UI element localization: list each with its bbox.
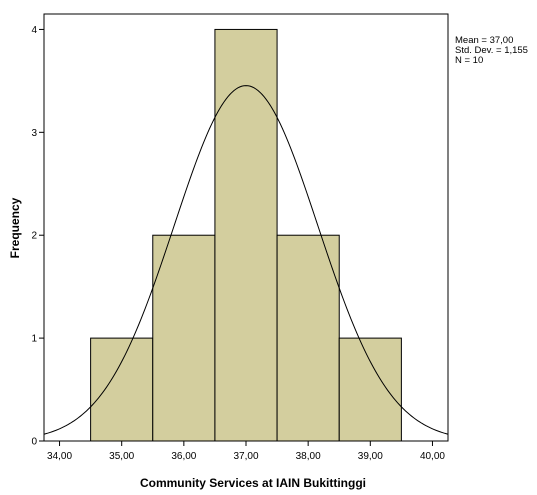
y-tick-label: 4 (31, 25, 37, 36)
stat-mean: Mean = 37,00 (455, 35, 513, 46)
x-tick-label: 36,00 (171, 451, 196, 462)
normal-curve (43, 85, 449, 435)
y-tick-label: 3 (31, 128, 37, 139)
y-tick-label: 2 (31, 231, 37, 242)
x-tick-label: 39,00 (358, 451, 383, 462)
y-tick-label: 0 (31, 437, 37, 448)
x-tick-label: 37,00 (233, 451, 258, 462)
histogram-bar (90, 337, 154, 442)
x-tick-label: 40,00 (420, 451, 445, 462)
y-axis: 0 1 2 3 4 (31, 25, 44, 448)
x-axis: 34,00 35,00 36,00 37,00 38,00 39,00 40,00 (47, 441, 445, 462)
stat-n: N = 10 (455, 55, 483, 66)
bars (90, 28, 402, 442)
y-axis-label: Frequency (8, 197, 22, 258)
x-tick-label: 34,00 (47, 451, 72, 462)
histogram-bar (152, 234, 216, 442)
x-tick-label: 35,00 (109, 451, 134, 462)
histogram-bar (338, 337, 402, 442)
x-axis-label: Community Services at IAIN Bukittinggi (140, 476, 366, 490)
y-tick-label: 1 (31, 334, 37, 345)
histogram-bar (214, 28, 278, 442)
histogram-bar (276, 234, 340, 442)
stat-std-dev: Std. Dev. = 1,155 (455, 45, 528, 56)
stats-box: Mean = 37,00 Std. Dev. = 1,155 N = 10 (455, 35, 528, 66)
x-tick-label: 38,00 (296, 451, 321, 462)
